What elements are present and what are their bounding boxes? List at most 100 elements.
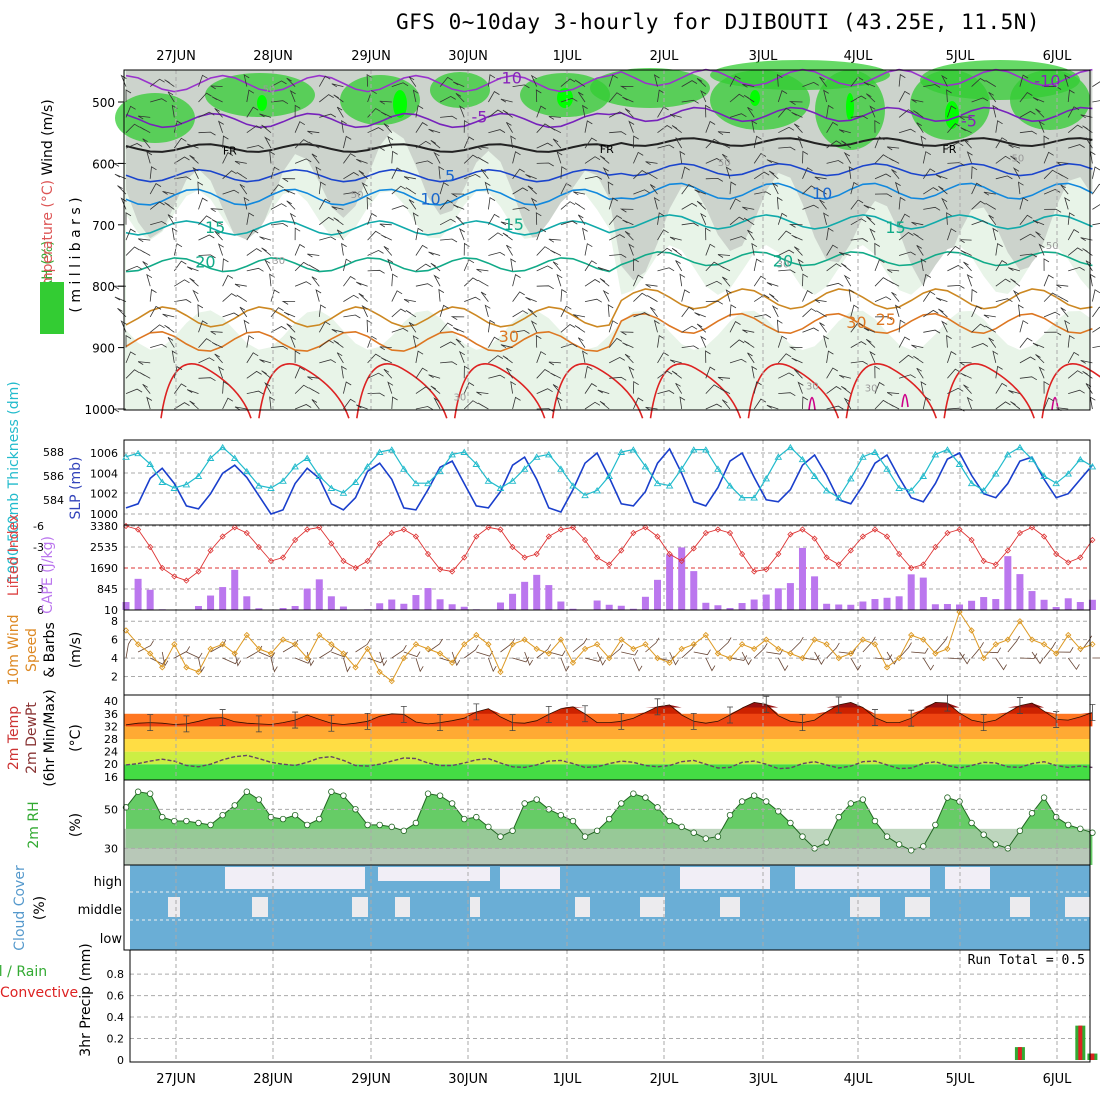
rh-marker xyxy=(1028,810,1036,817)
wind-speed-marker xyxy=(823,641,830,648)
wind-barb xyxy=(391,273,398,287)
cloud-gap-middle xyxy=(168,897,180,917)
wind-speed-marker xyxy=(847,650,854,657)
wind-speed-marker xyxy=(376,668,383,676)
rh-marker xyxy=(932,821,939,829)
wind-barb xyxy=(246,248,262,256)
rh-marker xyxy=(364,821,371,829)
wind-barb xyxy=(502,109,513,118)
wind-barb xyxy=(239,183,248,195)
rh-marker xyxy=(473,813,480,821)
wind-barb xyxy=(941,197,948,210)
wind-barb xyxy=(366,196,373,210)
wind-barb xyxy=(1010,155,1021,164)
cape-bar xyxy=(255,608,263,610)
minmax-bar xyxy=(582,705,589,723)
wind-barb xyxy=(802,290,813,302)
wind-barb xyxy=(512,84,530,89)
rh-marker xyxy=(726,811,734,819)
wind-barb xyxy=(1043,292,1058,302)
wind-axis-label: (m/s) xyxy=(68,632,84,669)
axis-label-part: Speed xyxy=(24,628,40,672)
rh-marker xyxy=(992,841,999,848)
wind-barb xyxy=(286,200,296,210)
wind-barb xyxy=(343,172,359,180)
wind-barb xyxy=(1064,197,1071,210)
upper-axis-label: Temperature (°C) Wind (m/s) xyxy=(40,99,56,302)
thickness-marker xyxy=(871,448,879,455)
wind-barb xyxy=(971,78,986,87)
temperature-contour-label: -5 xyxy=(961,112,977,131)
wind-barb xyxy=(777,107,792,118)
wind-barb xyxy=(776,196,783,210)
wind-barb xyxy=(747,352,755,364)
wind-barb xyxy=(771,182,779,195)
rh-contour-label: 30 xyxy=(777,259,790,270)
wind-barb xyxy=(1092,166,1100,179)
wind-barb xyxy=(415,406,433,410)
y-tick-label: 24 xyxy=(104,746,118,759)
wind-barb xyxy=(439,657,457,663)
wind-barb xyxy=(488,355,504,364)
axis-label-part: 2m RH xyxy=(26,801,42,848)
cape-bar xyxy=(943,604,951,610)
wind-barb xyxy=(412,212,419,225)
wind-barb xyxy=(971,182,982,195)
wind-speed-marker xyxy=(630,645,637,653)
wind-barb xyxy=(527,308,537,318)
wind-barb xyxy=(1092,100,1100,103)
wind-barb xyxy=(619,85,634,90)
wind-barb xyxy=(198,74,208,87)
wind-barb xyxy=(125,143,143,149)
wind-barb xyxy=(173,260,187,272)
wind-barb xyxy=(633,258,639,271)
wind-barb xyxy=(1056,161,1069,166)
wind-speed-marker xyxy=(231,650,238,657)
wind-barb xyxy=(1068,144,1085,149)
y-tick-label: 6 xyxy=(37,604,44,617)
wind-barb xyxy=(609,111,626,118)
wind-barb xyxy=(415,350,424,363)
wind-barb xyxy=(913,355,924,364)
wind-barb xyxy=(797,135,804,149)
moist-area xyxy=(205,73,315,117)
wind-barb xyxy=(246,267,264,272)
wind-barb xyxy=(512,310,529,318)
rh-marker xyxy=(424,790,432,797)
wind-barb xyxy=(560,220,578,226)
wind-barb xyxy=(367,90,377,103)
wind-barb xyxy=(947,228,957,241)
wind-barb xyxy=(1043,169,1058,180)
rh-marker xyxy=(1040,794,1048,801)
thickness-marker xyxy=(339,489,348,496)
lifted-index-marker xyxy=(497,526,504,533)
wind-barb xyxy=(717,376,731,381)
temp-area-extreme xyxy=(126,702,1093,708)
wind-barb xyxy=(125,638,132,659)
wind-speed-marker xyxy=(606,654,613,662)
wind-barb xyxy=(705,138,720,149)
wind-barb xyxy=(681,99,699,104)
wind-barb xyxy=(512,656,530,663)
wind-barb xyxy=(700,90,707,103)
wind-barb xyxy=(439,218,456,226)
wind-barb xyxy=(705,300,724,305)
wind-barb xyxy=(210,331,223,335)
wind-barb xyxy=(753,381,762,394)
wind-barb xyxy=(841,263,852,272)
wind-barb xyxy=(139,249,151,256)
wind-barb xyxy=(186,143,199,149)
wind-speed-marker xyxy=(932,650,939,657)
wind-barb xyxy=(947,162,965,166)
wind-barb xyxy=(898,109,914,118)
wind-barb xyxy=(898,232,914,241)
rh-contour-label: 30 xyxy=(865,384,878,395)
cape-bar xyxy=(750,599,758,610)
wind-barb xyxy=(826,121,839,133)
wind-barb xyxy=(283,189,296,195)
very-moist-area xyxy=(557,88,573,108)
wind-barb xyxy=(700,335,707,348)
rh-marker xyxy=(606,815,613,823)
wind-barb xyxy=(367,127,384,134)
wind-barb xyxy=(1060,184,1069,195)
